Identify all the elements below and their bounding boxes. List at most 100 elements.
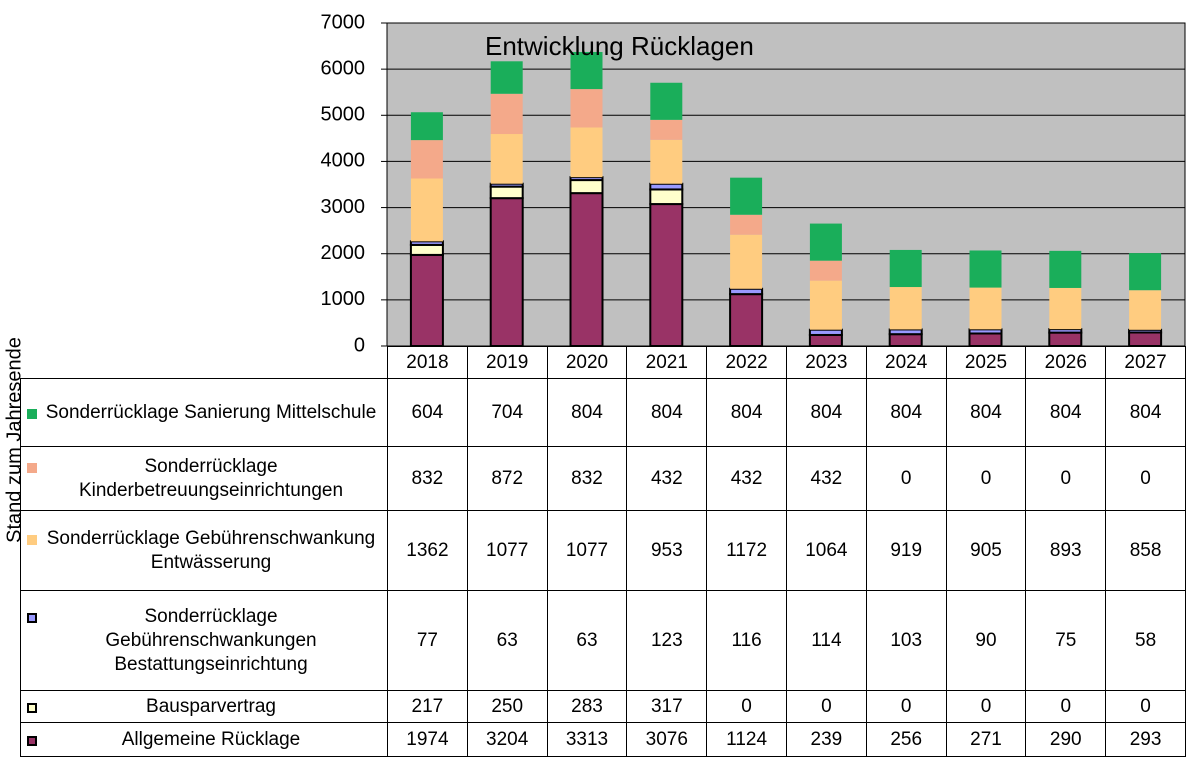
value-cell: 804 — [865, 378, 947, 447]
bar-segment — [489, 185, 524, 200]
value-cell: 804 — [626, 378, 708, 447]
value-cell: 290 — [1025, 722, 1107, 757]
value-cell: 293 — [1105, 722, 1186, 757]
legend-marker — [27, 735, 37, 746]
legend-label: Sonderrücklage Kinderbetreuungseinrichtu… — [78, 455, 344, 501]
value-cell: 63 — [546, 590, 628, 691]
value-cell: 116 — [706, 590, 787, 691]
value-cell: 1064 — [785, 510, 867, 591]
bar-segment — [410, 140, 443, 179]
bar-segment — [1129, 290, 1162, 330]
bar-segment — [1048, 331, 1083, 347]
legend-label: Sonderrücklage Sanierung Mittelschule — [45, 401, 377, 423]
value-cell: 1124 — [706, 722, 787, 757]
x-tick-label: 2020 — [546, 346, 628, 379]
value-cell: 804 — [785, 378, 867, 447]
y-tick-label: 0 — [354, 334, 365, 356]
value-cell: 604 — [387, 378, 468, 447]
value-cell: 804 — [706, 378, 787, 447]
bar-segment — [410, 178, 443, 242]
x-tick-label: 2027 — [1105, 346, 1186, 379]
value-cell: 3204 — [466, 722, 548, 757]
bar-segment — [809, 260, 842, 281]
legend-label: Sonderrücklage Gebührenschwankung Entwäs… — [46, 527, 376, 573]
value-cell: 103 — [865, 590, 947, 691]
bar-segment — [968, 328, 1003, 335]
bar-segment — [650, 139, 683, 184]
value-cell: 804 — [945, 378, 1027, 447]
bar-segment — [1128, 331, 1163, 347]
legend-cell: Bausparvertrag — [20, 690, 388, 723]
legend-marker — [27, 534, 37, 545]
value-cell: 432 — [626, 446, 708, 511]
bar-segment — [569, 176, 604, 182]
value-cell: 0 — [785, 690, 867, 723]
bar-segment — [730, 214, 763, 235]
legend-label: Sonderrücklage Gebührenschwankungen Best… — [105, 605, 317, 675]
y-tick-label: 2000 — [321, 242, 366, 264]
x-tick-label: 2026 — [1025, 346, 1107, 379]
bar-segment — [489, 182, 524, 188]
bar-segment — [490, 93, 523, 135]
bar-segment — [649, 188, 684, 206]
x-tick-label: 2021 — [626, 346, 708, 379]
value-cell: 0 — [706, 690, 787, 723]
data-row: Sonderrücklage Kinderbetreuungseinrichtu… — [20, 446, 1186, 511]
value-cell: 905 — [945, 510, 1027, 591]
header-row: 2018 2019 2020 2021 2022 2023 2024 2025 2026 2027 — [21, 346, 1186, 379]
data-table: 2018 2019 2020 2021 2022 2023 2024 2025 2026 2027… — [20, 346, 1186, 757]
value-cell: 0 — [1025, 690, 1107, 723]
value-cell: 704 — [466, 378, 548, 447]
value-cell: 58 — [1105, 590, 1186, 691]
value-cell: 3313 — [546, 722, 628, 757]
value-cell: 832 — [546, 446, 628, 511]
x-tick-label: 2022 — [706, 346, 787, 379]
bar-segment — [649, 182, 684, 191]
value-cell: 250 — [466, 690, 548, 723]
legend-cell: Sonderrücklage Gebührenschwankung Entwäs… — [20, 510, 388, 591]
value-cell: 1172 — [706, 510, 787, 591]
x-tick-label: 2025 — [945, 346, 1027, 379]
legend-marker — [27, 612, 37, 623]
bar-segment — [969, 250, 1002, 288]
value-cell: 317 — [626, 690, 708, 723]
bar-segment — [650, 82, 683, 120]
data-row: Bausparvertrag 217 250 283 317 0 0 0 0 0 0 — [20, 690, 1186, 723]
data-row: Sonderrücklage Gebührenschwankung Entwäs… — [20, 510, 1186, 591]
legend-label: Allgemeine Rücklage — [121, 728, 301, 750]
bar-segment — [1128, 328, 1163, 334]
legend-entry: Sonderrücklage Gebührenschwankung Entwäs… — [21, 527, 387, 575]
value-cell: 919 — [865, 510, 947, 591]
x-tick-label: 2024 — [865, 346, 947, 379]
value-cell: 114 — [785, 590, 867, 691]
legend-cell: Sonderrücklage Gebührenschwankungen Best… — [20, 590, 388, 691]
value-cell: 239 — [785, 722, 867, 757]
data-row: Sonderrücklage Gebührenschwankungen Best… — [20, 590, 1186, 691]
bar-segment — [650, 119, 683, 140]
bar-segment — [888, 333, 923, 348]
x-tick-label: 2018 — [387, 346, 468, 379]
x-tick-label: 2023 — [785, 346, 867, 379]
bar-segment — [729, 293, 764, 348]
bar-segment — [569, 192, 604, 347]
bar-segment — [1049, 287, 1082, 330]
bar-segment — [808, 333, 843, 348]
value-cell: 77 — [387, 590, 468, 691]
value-cell: 256 — [865, 722, 947, 757]
bar-segment — [888, 328, 923, 336]
value-cell: 1077 — [466, 510, 548, 591]
value-cell: 0 — [945, 690, 1027, 723]
value-cell: 953 — [626, 510, 708, 591]
legend-label: Bausparvertrag — [146, 695, 276, 717]
legend-entry: Bausparvertrag — [21, 695, 387, 719]
value-cell: 893 — [1025, 510, 1107, 591]
value-cell: 804 — [1025, 378, 1107, 447]
value-cell: 1974 — [387, 722, 468, 757]
data-row: Allgemeine Rücklage 1974 3204 3313 3076 1124 2… — [20, 722, 1186, 757]
value-cell: 432 — [785, 446, 867, 511]
y-tick-label: 5000 — [321, 104, 366, 126]
value-cell: 0 — [865, 446, 947, 511]
legend-entry: Sonderrücklage Gebührenschwankungen Best… — [21, 605, 387, 677]
value-cell: 123 — [626, 590, 708, 691]
